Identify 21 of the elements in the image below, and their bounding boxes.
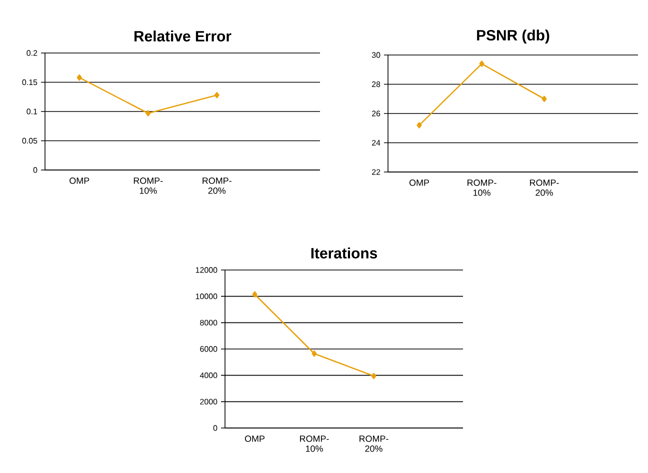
point <box>146 110 151 116</box>
chart-title: PSNR (db) <box>477 30 550 44</box>
x-tick-label: OMP <box>70 178 90 184</box>
point <box>214 92 220 98</box>
x-tick-label: OMP <box>244 436 264 442</box>
x-tick-label: OMP <box>409 180 430 186</box>
chart-title: Relative Error <box>134 30 232 42</box>
point <box>76 74 82 81</box>
chart-title: Iterations <box>311 248 378 258</box>
point <box>542 96 547 102</box>
x-tick-label: ROMP-20% <box>530 180 559 196</box>
x-tick-label: ROMP-20% <box>360 436 388 452</box>
x-tick-label: ROMP-10% <box>134 178 163 194</box>
point <box>479 60 484 67</box>
x-tick-label: ROMP-10% <box>300 436 329 452</box>
x-tick-label: ROMP-20% <box>202 178 232 194</box>
point <box>416 122 422 128</box>
x-tick-label: ROMP-10% <box>468 180 496 196</box>
point <box>312 350 317 357</box>
point <box>252 291 258 298</box>
point <box>371 372 376 380</box>
